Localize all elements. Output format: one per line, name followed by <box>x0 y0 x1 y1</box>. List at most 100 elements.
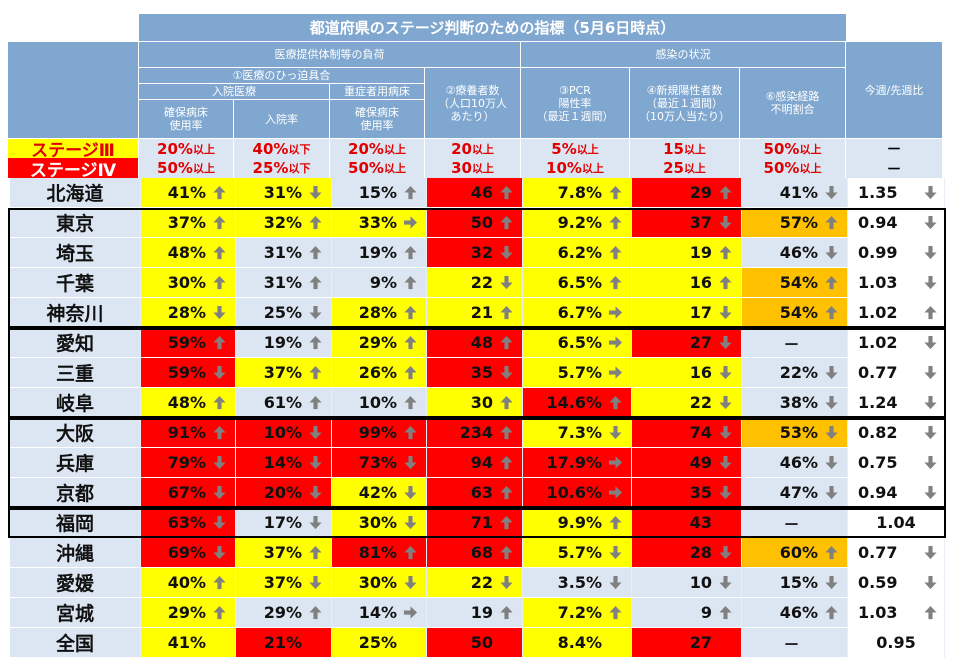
arrow-up-icon <box>403 185 418 200</box>
corner-blank <box>8 14 139 42</box>
indicator-cell: － <box>742 508 848 538</box>
indicator-cell: 14.6% <box>523 388 632 418</box>
indicator-value: 28% <box>358 303 397 322</box>
indicator-value: 15% <box>358 183 397 202</box>
indicator-cell: 29% <box>236 598 332 628</box>
indicator-value: 67% <box>167 483 206 502</box>
indicator-value: 57% <box>779 213 818 232</box>
week-ratio-value: 1.03 <box>858 603 898 622</box>
week-ratio-value: 0.94 <box>858 213 898 232</box>
prefecture-name: 愛媛 <box>10 568 141 598</box>
indicator-cell: 6.5% <box>523 268 632 298</box>
indicator-value: 32 <box>470 243 493 262</box>
indicator-cell: 9% <box>332 268 427 298</box>
arrow-up-icon <box>608 395 623 410</box>
indicator-cell: 73% <box>332 448 427 478</box>
prefecture-name: 福岡 <box>10 508 141 538</box>
indicator-cell: 81% <box>332 538 427 568</box>
week-ratio-value: 0.95 <box>876 633 916 652</box>
indicator-cell: 99% <box>332 418 427 448</box>
indicator-value: 19 <box>470 603 493 622</box>
arrow-down-icon <box>308 185 323 200</box>
week-ratio: 1.35 <box>848 178 945 208</box>
indicator-value: 29 <box>689 183 712 202</box>
indicator-cell: 28% <box>141 298 236 328</box>
arrow-down-icon <box>608 575 623 590</box>
arrow-placeholder <box>608 635 623 650</box>
stage-threshold-qualifier: 以上 <box>471 162 494 175</box>
indicator-value: 30 <box>470 393 493 412</box>
arrow-up-icon <box>212 215 227 230</box>
indicator-cell: 22 <box>427 268 523 298</box>
header-recuperating-line2: （人口10万人 <box>438 96 507 110</box>
indicator-value: 29% <box>263 603 302 622</box>
indicator-cell: 10.6% <box>523 478 632 508</box>
indicator-value: 6.5% <box>557 273 602 292</box>
indicator-cell: 59% <box>141 328 236 358</box>
arrow-down-icon <box>308 425 323 440</box>
table-row: 大阪 91% 10% 99% 234 7.3% 74 53% 0.82 <box>8 418 946 448</box>
indicator-value: 63% <box>167 513 206 532</box>
indicator-value: 63 <box>470 483 493 502</box>
indicator-value: 17% <box>263 513 302 532</box>
indicator-cell: 31% <box>236 238 332 268</box>
stage-threshold-value: 50% <box>763 139 800 158</box>
table-row: 千葉 30% 31% 9% 22 6.5% 16 54% 1.03 <box>8 268 946 298</box>
indicator-cell: 17.9% <box>523 448 632 478</box>
indicator-cell: 28 <box>632 538 742 568</box>
indicator-cell: 42% <box>332 478 427 508</box>
indicator-value: 22 <box>470 273 493 292</box>
arrow-up-icon <box>718 185 733 200</box>
indicator-value: 54% <box>779 273 818 292</box>
indicator-value: 61% <box>263 393 302 412</box>
indicator-cell: 30% <box>141 268 236 298</box>
week-ratio-value: 0.77 <box>858 363 898 382</box>
indicator-cell: 63% <box>141 508 236 538</box>
indicator-cell: 69% <box>141 538 236 568</box>
week-ratio: 0.94 <box>848 478 945 508</box>
indicator-value: 37% <box>167 213 206 232</box>
indicator-cell: 7.8% <box>523 178 632 208</box>
week-ratio: 0.82 <box>848 418 945 448</box>
table-title: 都道府県のステージ判断のための指標（5月6日時点） <box>139 14 846 42</box>
indicator-value: 48% <box>167 243 206 262</box>
indicator-value: 48 <box>470 333 493 352</box>
indicator-cell: 9 <box>632 598 742 628</box>
indicator-cell: 67% <box>141 478 236 508</box>
indicator-cell: 8.4% <box>523 628 632 658</box>
indicator-cell: 22 <box>632 388 742 418</box>
indicator-value: 26% <box>358 363 397 382</box>
indicator-value: 35 <box>689 483 712 502</box>
indicator-cell: 21% <box>236 628 332 658</box>
arrow-down-icon <box>824 185 839 200</box>
table-row: 埼玉 48% 31% 19% 32 6.2% 19 46% 0.99 <box>8 238 946 268</box>
stage-label: ステージⅣ <box>8 158 139 178</box>
arrow-down-icon <box>718 455 733 470</box>
indicator-value: 37% <box>263 573 302 592</box>
table-row: 東京 37% 32% 33% 50 9.2% 37 57% 0.94 <box>8 208 946 238</box>
indicator-cell: 22 <box>427 568 523 598</box>
indicator-cell: 30% <box>332 508 427 538</box>
arrow-placeholder <box>499 635 514 650</box>
stage-threshold: 5% 以上 <box>521 139 630 158</box>
indicator-cell: 16 <box>632 358 742 388</box>
arrow-down-icon <box>608 425 623 440</box>
indicator-cell: 25% <box>332 628 427 658</box>
indicator-cell: 60% <box>742 538 848 568</box>
indicator-cell: 47% <box>742 478 848 508</box>
arrow-right-icon <box>403 215 418 230</box>
stage-threshold-value: 50% <box>157 159 193 177</box>
indicator-value: 46 <box>470 183 493 202</box>
arrow-up-icon <box>499 485 514 500</box>
indicator-cell: 6.2% <box>523 238 632 268</box>
arrow-up-icon <box>212 575 227 590</box>
arrow-down-icon <box>403 575 418 590</box>
week-ratio: 1.04 <box>848 508 945 538</box>
table-row: 愛媛 40% 37% 30% 22 3.5% 10 15% 0.59 <box>8 568 946 598</box>
indicator-cell: 21 <box>427 298 523 328</box>
header-bed-line2: 使用率 <box>169 119 203 132</box>
header-severe-line1: 確保病床 <box>355 106 399 119</box>
indicator-cell: 54% <box>742 268 848 298</box>
indicator-value: 37% <box>263 363 302 382</box>
indicator-cell: 35 <box>632 478 742 508</box>
